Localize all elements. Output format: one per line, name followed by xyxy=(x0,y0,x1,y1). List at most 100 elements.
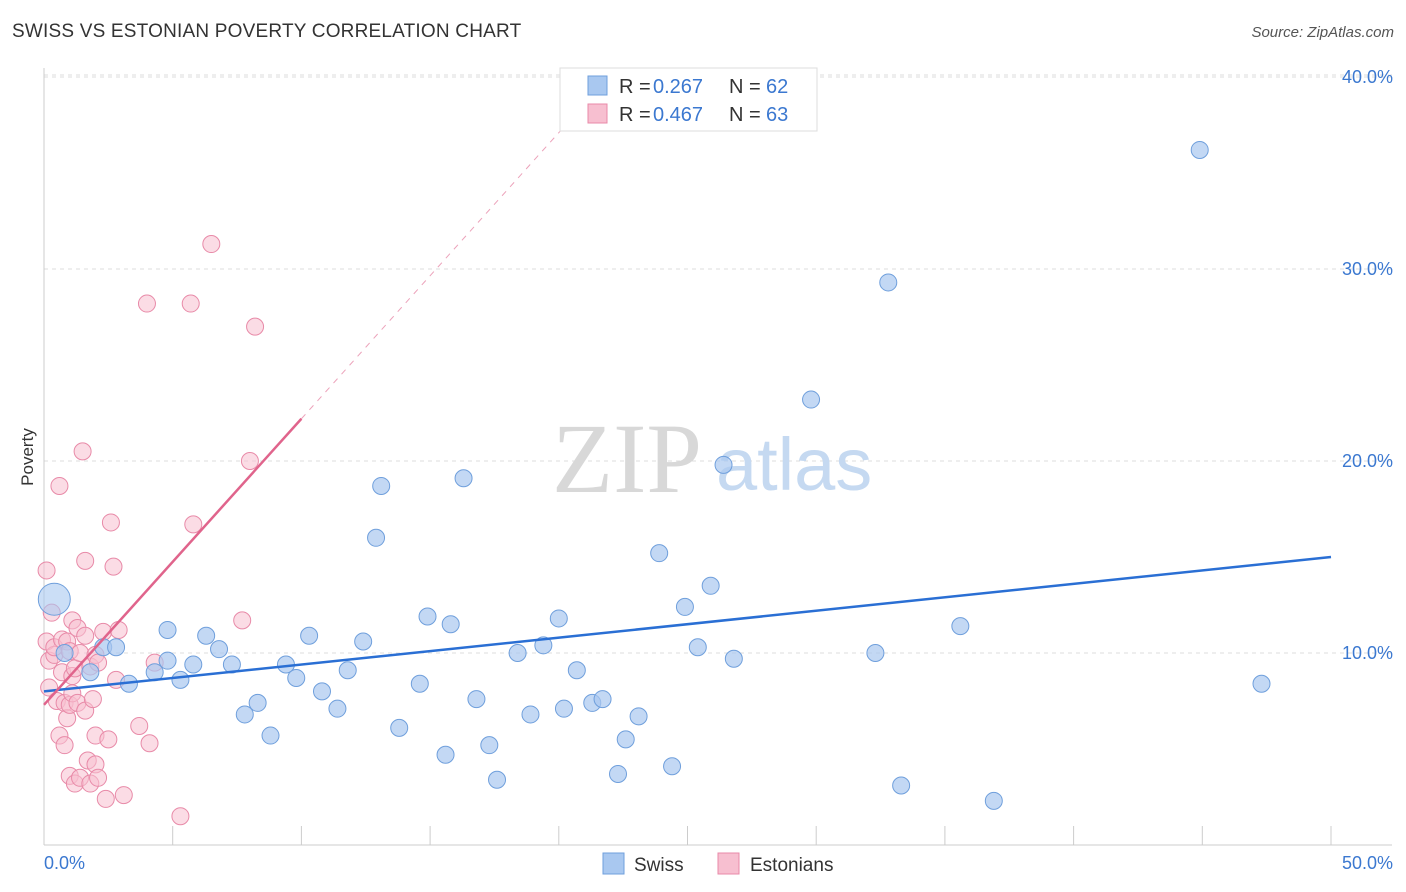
estonians-point xyxy=(83,690,102,709)
swiss-point xyxy=(951,617,970,636)
estonians-points xyxy=(37,235,265,826)
estonians-point xyxy=(76,626,95,645)
swiss-point xyxy=(480,736,499,755)
swiss-point xyxy=(508,644,527,662)
swiss-point xyxy=(521,705,540,724)
swiss-point xyxy=(650,544,669,563)
swiss-point xyxy=(197,626,216,645)
swiss-point xyxy=(879,273,898,292)
swiss-point xyxy=(675,597,694,616)
swiss-point xyxy=(261,726,280,745)
swiss-point xyxy=(287,668,306,687)
swiss-point xyxy=(441,615,460,634)
gridlines xyxy=(44,74,1392,845)
trend-lines xyxy=(43,75,1332,706)
y-axis-title: Poverty xyxy=(18,428,37,486)
correlation-legend: R = 0.267 N = 62 R = 0.467 N = 63 xyxy=(559,67,818,132)
swiss-point xyxy=(328,699,347,718)
tick-labels: 10.0% 20.0% 30.0% 40.0% 0.0% 50.0% xyxy=(44,67,1393,873)
swiss-point xyxy=(567,661,586,680)
swiss-point xyxy=(55,644,74,662)
watermark: ZIP atlas xyxy=(552,403,872,514)
estonians-point xyxy=(96,789,115,808)
swiss-point xyxy=(802,390,821,409)
axes xyxy=(43,68,1392,846)
estonians-point xyxy=(114,786,133,805)
swiss-point xyxy=(436,745,455,764)
estonians-point xyxy=(99,730,118,749)
swiss-point xyxy=(372,476,391,495)
watermark-zip: ZIP xyxy=(552,403,702,514)
legend-estonians-swatch xyxy=(587,103,608,124)
swiss-point xyxy=(724,649,743,668)
swiss-point xyxy=(158,651,177,670)
swiss-point xyxy=(300,626,319,645)
series-legend-swiss-swatch xyxy=(602,852,625,875)
estonians-point xyxy=(89,768,108,787)
swiss-point xyxy=(418,607,437,626)
series-legend: Swiss Estonians xyxy=(602,852,833,876)
estonians-point xyxy=(76,551,95,570)
chart-title: SWISS VS ESTONIAN POVERTY CORRELATION CH… xyxy=(12,21,522,42)
estonians-point xyxy=(37,561,56,580)
estonians-point xyxy=(246,317,265,336)
swiss-point xyxy=(390,718,409,737)
swiss-point xyxy=(235,705,254,724)
chart-source: Source: ZipAtlas.com xyxy=(1251,24,1394,41)
swiss-point xyxy=(554,699,573,718)
estonians-trend-line xyxy=(43,417,303,706)
swiss-point xyxy=(616,730,635,749)
swiss-point xyxy=(488,770,507,789)
swiss-point xyxy=(158,620,177,639)
swiss-point xyxy=(81,663,100,682)
swiss-point xyxy=(338,661,357,680)
swiss-point xyxy=(688,638,707,657)
swiss-point xyxy=(248,693,267,712)
legend-swiss-n-label: N = xyxy=(729,76,761,98)
swiss-point xyxy=(312,682,331,701)
swiss-point xyxy=(534,636,553,655)
legend-swiss-n-value: 62 xyxy=(766,76,788,98)
estonians-point xyxy=(171,807,190,826)
swiss-point xyxy=(454,469,473,488)
swiss-point xyxy=(892,776,911,795)
swiss-point xyxy=(609,764,628,783)
estonians-trend-extension xyxy=(301,75,611,420)
swiss-point xyxy=(1252,674,1271,693)
legend-estonians-n-label: N = xyxy=(729,104,761,126)
y-tick-label: 40.0% xyxy=(1342,67,1393,87)
x-tick-label: 0.0% xyxy=(44,853,85,873)
estonians-point xyxy=(104,557,123,576)
swiss-point xyxy=(410,674,429,693)
swiss-point xyxy=(593,690,612,709)
estonians-point xyxy=(130,716,149,735)
estonians-point xyxy=(137,294,156,313)
legend-swiss-r-value: 0.267 xyxy=(653,76,703,98)
legend-estonians-r-label: R = xyxy=(619,104,651,126)
legend-estonians-n-value: 63 xyxy=(766,104,788,126)
x-tick-label: 50.0% xyxy=(1342,853,1393,873)
swiss-point xyxy=(367,528,386,547)
swiss-point xyxy=(663,757,682,776)
estonians-point xyxy=(73,442,92,461)
estonians-point xyxy=(50,476,69,495)
swiss-trend-line xyxy=(43,555,1332,693)
watermark-atlas: atlas xyxy=(716,423,872,506)
swiss-point xyxy=(184,655,203,674)
estonians-point xyxy=(202,235,221,254)
legend-estonians-r-value: 0.467 xyxy=(653,104,703,126)
y-tick-label: 10.0% xyxy=(1342,643,1393,663)
legend-swiss-swatch xyxy=(587,75,608,96)
estonians-point xyxy=(140,734,159,753)
series-legend-estonians-label: Estonians xyxy=(750,855,833,876)
swiss-point xyxy=(210,640,229,659)
estonians-point xyxy=(184,515,203,534)
swiss-point xyxy=(549,609,568,628)
series-legend-swiss-label: Swiss xyxy=(634,855,684,876)
swiss-point xyxy=(467,690,486,709)
swiss-point xyxy=(354,632,373,651)
swiss-point xyxy=(984,791,1003,810)
y-tick-label: 30.0% xyxy=(1342,259,1393,279)
swiss-points xyxy=(37,140,1271,810)
